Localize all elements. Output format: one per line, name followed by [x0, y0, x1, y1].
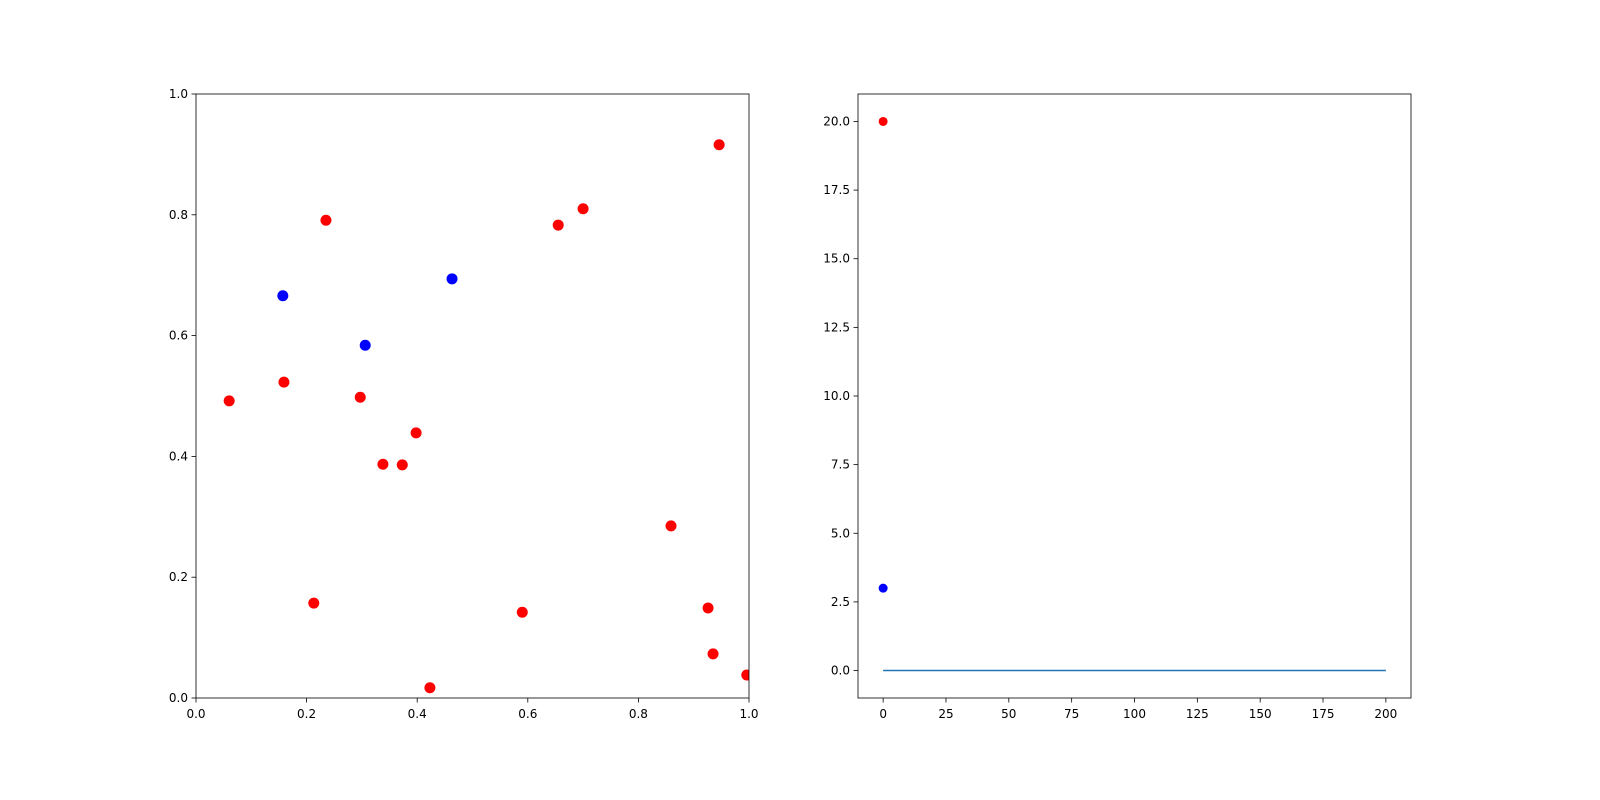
scatter-point: [277, 290, 289, 302]
scatter-point: [707, 648, 719, 660]
scatter-point: [516, 606, 528, 618]
y-tick-label: 20.0: [823, 114, 850, 128]
scatter-point: [446, 273, 458, 285]
y-tick-label: 15.0: [823, 252, 850, 266]
scatter-point: [424, 682, 436, 694]
x-tick-label: 0.6: [518, 707, 537, 721]
scatter-point: [878, 583, 888, 593]
y-tick-label: 0.4: [169, 449, 188, 463]
x-tick-label: 50: [1001, 707, 1016, 721]
y-tick-label: 2.5: [831, 595, 850, 609]
scatter-point: [878, 116, 888, 126]
y-tick-label: 1.0: [169, 87, 188, 101]
x-tick-label: 25: [938, 707, 953, 721]
x-tick-label: 0.0: [186, 707, 205, 721]
scatter-point: [359, 339, 371, 351]
scatter-point: [577, 203, 589, 215]
y-tick-label: 0.2: [169, 570, 188, 584]
y-tick-label: 17.5: [823, 183, 850, 197]
scatter-point: [665, 520, 677, 532]
x-tick-label: 150: [1249, 707, 1272, 721]
axes-frame: [857, 93, 1412, 699]
scatter-point: [320, 214, 332, 226]
y-tick-label: 0.6: [169, 329, 188, 343]
scatter-point: [702, 602, 714, 614]
x-tick-label: 100: [1123, 707, 1146, 721]
scatter-point: [713, 139, 725, 151]
y-tick-label: 0.0: [169, 691, 188, 705]
x-tick-label: 125: [1186, 707, 1209, 721]
y-tick-label: 5.0: [831, 526, 850, 540]
scatter-point: [223, 395, 235, 407]
axes-frame: [195, 93, 750, 699]
x-tick-label: 0: [879, 707, 887, 721]
y-tick-label: 12.5: [823, 320, 850, 334]
x-tick-label: 200: [1374, 707, 1397, 721]
scatter-point: [741, 669, 749, 681]
y-tick-label: 0.8: [169, 208, 188, 222]
x-tick-label: 0.4: [408, 707, 427, 721]
x-tick-label: 0.8: [629, 707, 648, 721]
scatter-point: [278, 376, 290, 388]
scatter-point: [377, 458, 389, 470]
y-tick-label: 10.0: [823, 389, 850, 403]
scatter-point: [396, 459, 408, 471]
y-tick-label: 7.5: [831, 458, 850, 472]
x-tick-label: 1.0: [739, 707, 758, 721]
y-tick-label: 0.0: [831, 664, 850, 678]
x-tick-label: 0.2: [297, 707, 316, 721]
scatter-point: [410, 427, 422, 439]
scatter-point: [552, 219, 564, 231]
scatter-point: [308, 597, 320, 609]
scatter-point: [354, 391, 366, 403]
x-tick-label: 75: [1064, 707, 1079, 721]
x-tick-label: 175: [1312, 707, 1335, 721]
